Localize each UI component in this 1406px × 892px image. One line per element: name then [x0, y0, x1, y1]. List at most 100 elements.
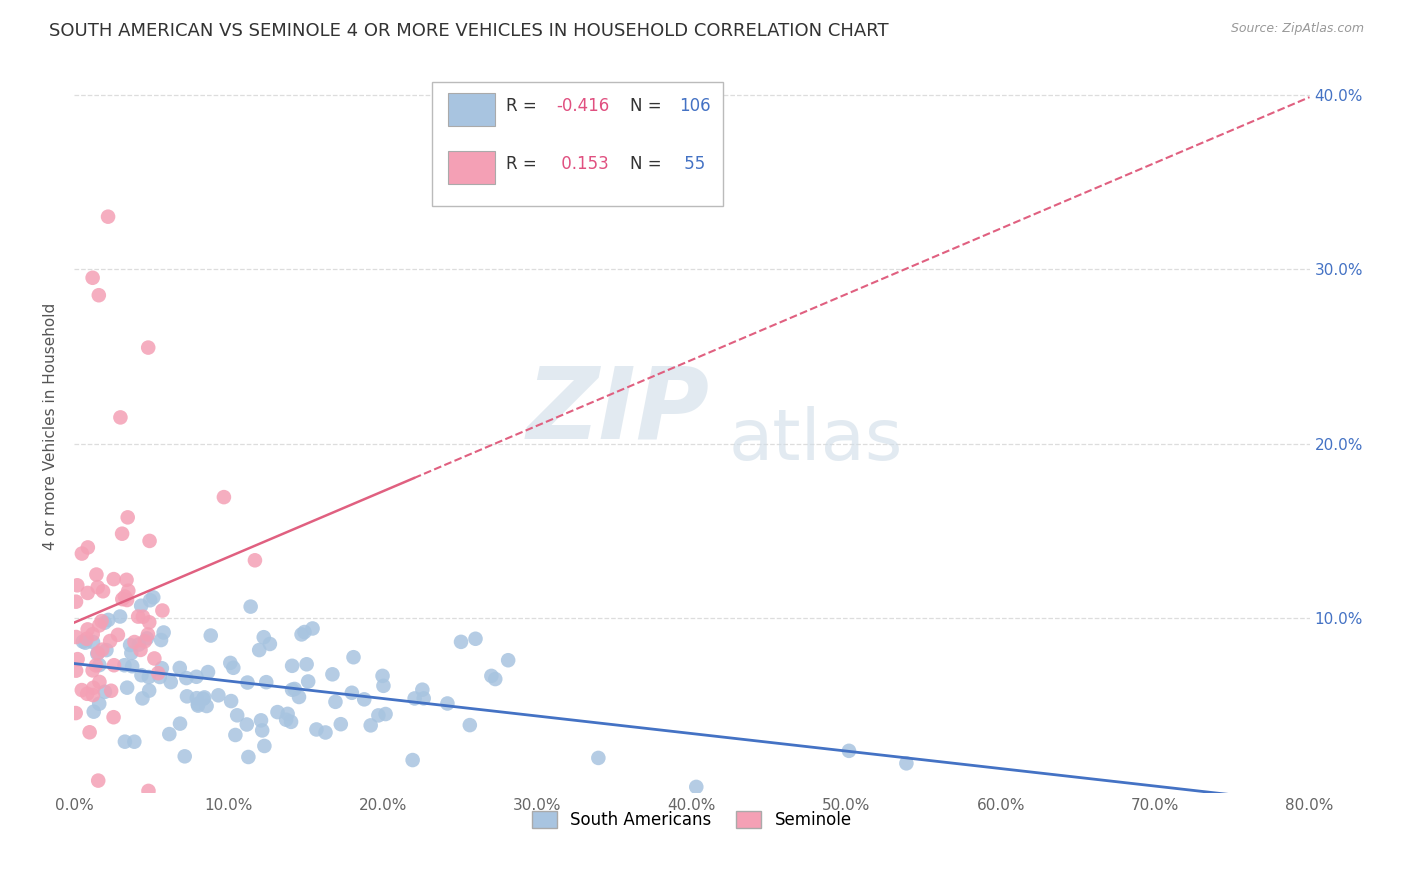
Point	[280, 714, 302, 729]
Point	[685, 780, 707, 794]
Point	[479, 669, 502, 683]
Point	[294, 625, 316, 640]
Point	[124, 635, 146, 649]
Point	[111, 592, 134, 607]
Point	[219, 694, 242, 708]
Point	[247, 643, 270, 657]
Text: 55: 55	[679, 155, 706, 173]
Point	[70, 683, 93, 698]
Point	[159, 675, 181, 690]
Point	[91, 642, 114, 657]
Point	[128, 638, 150, 652]
Point	[103, 710, 125, 724]
Point	[89, 697, 111, 711]
Point	[124, 735, 146, 749]
Point	[290, 627, 312, 641]
Point	[131, 691, 153, 706]
Point	[169, 661, 191, 675]
Point	[484, 672, 506, 686]
FancyBboxPatch shape	[433, 81, 723, 206]
Text: 106: 106	[679, 97, 711, 115]
Text: N =: N =	[630, 155, 666, 173]
Text: R =: R =	[506, 97, 543, 115]
Point	[84, 658, 107, 673]
Point	[65, 664, 87, 678]
Point	[288, 690, 311, 704]
Point	[325, 695, 347, 709]
Point	[76, 586, 98, 600]
Point	[496, 653, 519, 667]
Point	[373, 679, 395, 693]
Text: atlas: atlas	[728, 406, 903, 475]
Point	[96, 643, 118, 657]
Point	[87, 288, 110, 302]
Point	[195, 698, 218, 713]
Bar	[449, 93, 495, 126]
Point	[266, 705, 288, 719]
Point	[142, 591, 165, 605]
Point	[276, 713, 298, 727]
Point	[134, 634, 156, 648]
Point	[173, 749, 195, 764]
Point	[138, 683, 160, 698]
Point	[138, 615, 160, 630]
Point	[588, 751, 610, 765]
Point	[169, 716, 191, 731]
Y-axis label: 4 or more Vehicles in Household: 4 or more Vehicles in Household	[44, 302, 58, 549]
Point	[114, 734, 136, 748]
Point	[896, 756, 918, 771]
Bar	[449, 152, 495, 185]
Point	[464, 632, 486, 646]
Point	[243, 553, 266, 567]
Text: 0.153: 0.153	[555, 155, 609, 173]
Point	[76, 623, 98, 637]
Point	[82, 664, 104, 678]
Point	[143, 651, 166, 665]
Point	[86, 647, 108, 661]
Text: -0.416: -0.416	[555, 97, 609, 115]
Point	[91, 584, 114, 599]
Point	[149, 670, 172, 684]
Point	[72, 634, 94, 648]
Point	[117, 510, 139, 524]
Point	[253, 630, 276, 644]
Point	[115, 593, 138, 607]
Point	[301, 622, 323, 636]
Point	[353, 692, 375, 706]
Point	[138, 670, 160, 684]
Point	[212, 490, 235, 504]
Point	[138, 784, 160, 798]
Point	[284, 681, 307, 696]
Point	[114, 590, 136, 604]
Point	[86, 580, 108, 594]
Point	[193, 690, 215, 705]
Point	[187, 697, 209, 711]
Point	[315, 725, 337, 739]
Point	[219, 656, 242, 670]
Point	[120, 638, 142, 652]
Point	[110, 410, 132, 425]
Point	[115, 573, 138, 587]
Point	[236, 675, 259, 690]
Point	[254, 675, 277, 690]
Point	[131, 668, 153, 682]
Point	[65, 706, 87, 720]
Point	[176, 671, 198, 685]
Point	[97, 613, 120, 627]
Text: Source: ZipAtlas.com: Source: ZipAtlas.com	[1230, 22, 1364, 36]
Point	[87, 773, 110, 788]
Point	[152, 603, 174, 617]
Point	[103, 572, 125, 586]
Point	[103, 658, 125, 673]
Point	[152, 625, 174, 640]
Point	[150, 633, 173, 648]
Point	[65, 630, 87, 644]
Point	[281, 682, 304, 697]
Point	[150, 661, 173, 675]
Point	[83, 705, 105, 719]
Point	[89, 658, 111, 673]
Text: N =: N =	[630, 97, 666, 115]
Point	[79, 725, 101, 739]
Point	[367, 708, 389, 723]
Point	[281, 658, 304, 673]
